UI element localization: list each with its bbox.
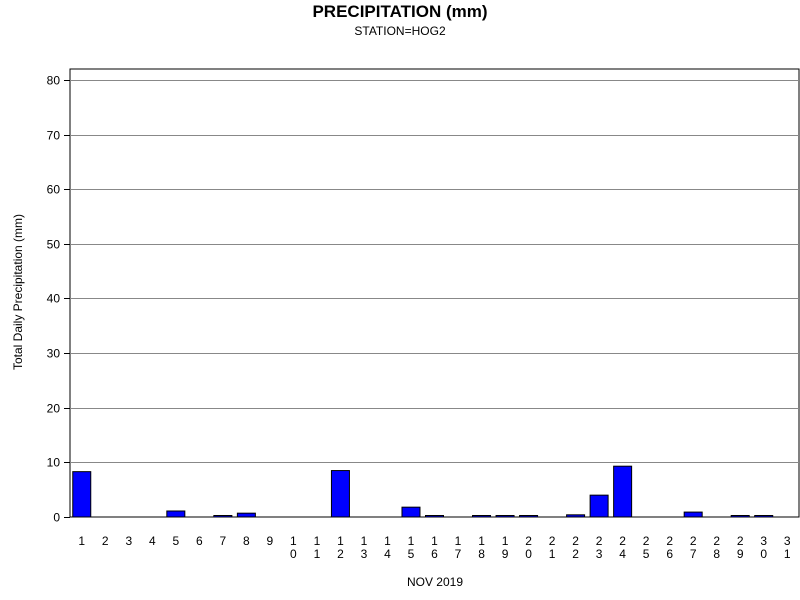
x-tick-label: 2	[337, 547, 344, 561]
x-tick-label: 1	[502, 534, 509, 548]
x-axis-label: NOV 2019	[407, 575, 463, 589]
bar	[683, 511, 703, 518]
x-tick-label: 4	[384, 547, 391, 561]
y-tick-label: 70	[47, 129, 61, 143]
x-tick-label: 0	[525, 547, 532, 561]
y-tick-label: 60	[47, 183, 61, 197]
x-tick-label: 1	[408, 534, 415, 548]
x-tick-label: 9	[502, 547, 509, 561]
y-tick-label: 0	[53, 511, 60, 525]
bar	[589, 494, 609, 518]
y-tick-label: 10	[47, 456, 61, 470]
x-tick-label: 2	[643, 534, 650, 548]
bar	[425, 515, 444, 518]
x-tick-label: 2	[572, 547, 579, 561]
x-tick-label: 3	[760, 534, 767, 548]
bar	[72, 471, 92, 518]
x-tick-label: 7	[220, 534, 227, 548]
chart-title: PRECIPITATION (mm)	[312, 2, 487, 21]
x-tick-label: 2	[737, 534, 744, 548]
x-tick-label: 4	[619, 547, 626, 561]
x-tick-label: 3	[784, 534, 791, 548]
bars	[72, 465, 774, 518]
x-tick-label: 1	[384, 534, 391, 548]
x-tick-label: 2	[713, 534, 720, 548]
bar	[236, 512, 256, 518]
x-tick-label: 1	[290, 534, 297, 548]
y-tick-label: 50	[47, 238, 61, 252]
x-tick-label: 5	[408, 547, 415, 561]
x-tick-label: 5	[643, 547, 650, 561]
bar	[330, 470, 350, 518]
bar	[213, 515, 233, 518]
chart-subtitle: STATION=HOG2	[354, 24, 446, 38]
x-tick-label: 2	[572, 534, 579, 548]
x-tick-label: 1	[784, 547, 791, 561]
x-tick-label: 3	[361, 547, 368, 561]
x-tick-label: 9	[267, 534, 274, 548]
x-tick-label: 6	[666, 547, 673, 561]
x-tick-label: 0	[760, 547, 767, 561]
x-tick-label: 7	[455, 547, 462, 561]
x-tick-label: 1	[314, 547, 321, 561]
bar	[613, 465, 633, 518]
y-tick-label: 40	[47, 292, 61, 306]
x-tick-label: 1	[431, 534, 438, 548]
x-tick-label: 1	[314, 534, 321, 548]
x-tick-label: 8	[243, 534, 250, 548]
y-axis-ticks: 0 10 20 30 40 50 60 70 80	[47, 74, 70, 525]
bar	[472, 515, 492, 518]
x-tick-label: 1	[78, 534, 85, 548]
x-tick-label: 4	[149, 534, 156, 548]
x-tick-label: 2	[102, 534, 109, 548]
x-tick-label: 5	[172, 534, 179, 548]
x-tick-label: 1	[549, 547, 556, 561]
x-axis-ticks: 1 2 3 4 5 6 7 8 9 1011121314151617181920212223242…	[78, 534, 790, 561]
bar	[166, 510, 186, 518]
x-tick-label: 1	[478, 534, 485, 548]
y-tick-label: 20	[47, 402, 61, 416]
x-tick-label: 2	[549, 534, 556, 548]
x-tick-label: 2	[619, 534, 626, 548]
x-tick-label: 8	[713, 547, 720, 561]
x-tick-label: 8	[478, 547, 485, 561]
x-tick-label: 1	[337, 534, 344, 548]
x-tick-label: 3	[596, 547, 603, 561]
x-tick-label: 6	[196, 534, 203, 548]
bar	[495, 515, 515, 518]
bar	[730, 515, 750, 518]
x-tick-label: 1	[455, 534, 462, 548]
x-tick-label: 2	[525, 534, 532, 548]
y-axis-label: Total Daily Precipitation (mm)	[11, 214, 25, 370]
x-tick-label: 3	[125, 534, 132, 548]
x-tick-label: 7	[690, 547, 697, 561]
gridlines	[70, 80, 799, 463]
bar	[519, 515, 539, 518]
x-tick-label: 2	[690, 534, 697, 548]
x-tick-label: 1	[361, 534, 368, 548]
y-tick-label: 80	[47, 74, 61, 88]
x-tick-label: 9	[737, 547, 744, 561]
plot-area	[69, 68, 800, 518]
x-tick-label: 0	[290, 547, 297, 561]
plot-frame	[69, 68, 800, 518]
bar	[401, 506, 421, 518]
x-tick-label: 6	[431, 547, 438, 561]
bar	[566, 514, 586, 518]
x-tick-label: 2	[666, 534, 673, 548]
x-tick-label: 2	[596, 534, 603, 548]
y-tick-label: 30	[47, 347, 61, 361]
bar	[754, 515, 774, 518]
